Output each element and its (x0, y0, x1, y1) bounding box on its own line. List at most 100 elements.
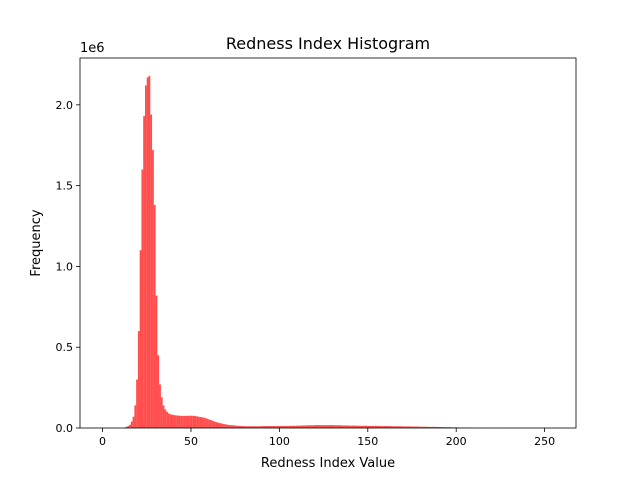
histogram-bar (291, 425, 294, 428)
histogram-bar (305, 425, 308, 428)
histogram-bar (367, 425, 370, 428)
histogram-bar (240, 426, 243, 428)
histogram-bar (325, 425, 328, 428)
histogram-bar (196, 416, 199, 428)
histogram-bar (415, 426, 418, 428)
histogram-bar (169, 414, 172, 428)
y-axis-ticks: 0.0 0.5 1.0 1.5 2.0 (56, 99, 80, 435)
histogram-bar (358, 425, 361, 428)
histogram-bar (397, 426, 400, 428)
histogram-bar (210, 420, 213, 428)
histogram-bar (213, 421, 216, 428)
histogram-bar (166, 411, 168, 428)
histogram-bar (231, 425, 234, 428)
histogram-bar (157, 355, 160, 428)
histogram-bar (259, 426, 262, 428)
histogram-bar (420, 426, 423, 428)
histogram-bar (431, 426, 434, 428)
histogram-bar (320, 425, 322, 428)
histogram-bar (129, 424, 131, 428)
plot-frame (79, 57, 577, 429)
histogram-bar (222, 423, 225, 428)
histogram-bar (199, 417, 202, 428)
histogram-bar (190, 415, 193, 428)
histogram-bar (286, 425, 289, 428)
histogram-bar (144, 85, 147, 428)
histogram-bar (261, 426, 264, 428)
histogram-bar (307, 425, 310, 428)
histogram-bar (390, 426, 393, 428)
histogram-bar (258, 426, 260, 428)
histogram-bar (224, 424, 227, 428)
histogram-bar (350, 425, 352, 428)
histogram-bar (268, 426, 271, 428)
y-tick-label: 0.5 (56, 341, 74, 354)
histogram-bar (150, 114, 153, 428)
histogram-bar (321, 425, 324, 428)
histogram-bars (123, 75, 503, 429)
histogram-bar (419, 426, 421, 428)
x-tick-label: 100 (269, 435, 290, 448)
histogram-bar (171, 414, 174, 428)
histogram-bar (159, 384, 161, 428)
histogram-bar (442, 427, 444, 428)
histogram-bar (298, 425, 301, 428)
histogram-bar (203, 417, 206, 428)
histogram-bar (233, 425, 236, 428)
y-tick-label: 2.0 (56, 99, 74, 112)
histogram-bar (449, 427, 451, 428)
histogram-bar (383, 426, 386, 428)
x-axis-ticks: 0 50 100 150 200 250 (99, 428, 555, 448)
histogram-bar (357, 425, 359, 428)
histogram-bar (236, 425, 239, 428)
histogram-bar (404, 426, 407, 428)
y-tick-label: 1.5 (56, 180, 74, 193)
histogram-bar (332, 425, 335, 428)
histogram-bar (337, 425, 340, 428)
histogram-bar (282, 425, 285, 428)
histogram-bar (134, 405, 137, 428)
histogram-bar (293, 425, 296, 428)
histogram-bar (406, 426, 409, 428)
x-tick-label: 250 (534, 435, 555, 448)
histogram-bar (194, 416, 197, 428)
histogram-bar (445, 427, 448, 428)
histogram-bar (374, 425, 377, 428)
histogram-bar (226, 424, 229, 428)
histogram-bar (304, 425, 306, 428)
histogram-bar (401, 426, 404, 428)
histogram-bar (408, 426, 411, 428)
histogram-bar (189, 415, 191, 428)
histogram-bar (369, 425, 372, 428)
histogram-bar (447, 427, 450, 428)
histogram-bar (265, 426, 267, 428)
histogram-bar (341, 425, 344, 428)
histogram-bar (272, 426, 275, 428)
histogram-bar (348, 425, 351, 428)
histogram-bar (185, 415, 188, 428)
histogram-bar (344, 425, 347, 428)
histogram-bar (433, 426, 435, 428)
chart-title: Redness Index Histogram (226, 34, 430, 53)
histogram-bar (139, 250, 142, 428)
histogram-bar (153, 205, 156, 428)
histogram-bar (346, 425, 349, 428)
histogram-bar (364, 425, 367, 428)
histogram-bar (427, 426, 430, 428)
histogram-bar (205, 418, 207, 428)
histogram-bar (266, 426, 269, 428)
histogram-bar (281, 425, 283, 428)
histogram-bar (182, 415, 184, 428)
histogram-bar (212, 420, 214, 428)
histogram-bar (399, 426, 402, 428)
histogram-bar (380, 426, 382, 428)
histogram-bar (217, 422, 220, 428)
histogram-bar (251, 426, 253, 428)
histogram-bar (403, 426, 405, 428)
histogram-bar (288, 425, 290, 428)
histogram-bar (238, 425, 241, 428)
histogram-bar (198, 416, 200, 428)
y-tick-label: 0.0 (56, 422, 74, 435)
histogram-bar (387, 426, 390, 428)
